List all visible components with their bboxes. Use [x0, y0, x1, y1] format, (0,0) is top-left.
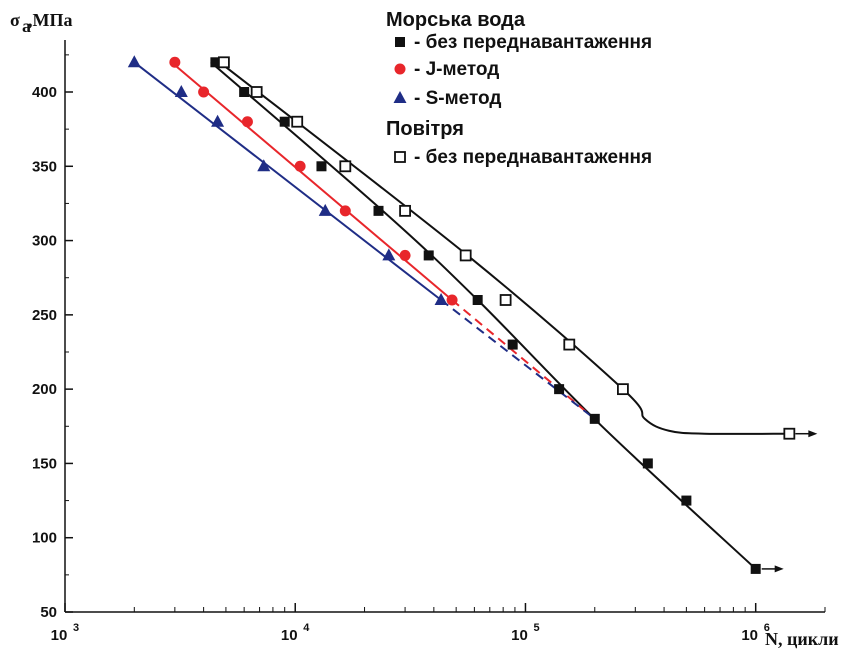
data-point-air_no_preload	[783, 427, 796, 440]
data-point-sea_J	[399, 249, 411, 261]
y-axis-title-subscript: a	[22, 16, 31, 36]
legend-marker-sea_no_preload	[395, 37, 405, 47]
fit-curve-sea_no_preload	[210, 61, 757, 570]
data-point-sea_S	[174, 85, 188, 97]
data-point-sea_no_preload	[750, 563, 761, 574]
data-point-sea_no_preload	[554, 384, 565, 395]
y-axis-title: σ a ,МПа	[10, 10, 73, 36]
y-tick-label: 300	[32, 233, 57, 250]
data-point-air_no_preload	[218, 56, 230, 69]
data-point-sea_no_preload	[279, 116, 290, 127]
data-point-sea_J	[241, 116, 253, 128]
data-point-sea_no_preload	[681, 495, 692, 506]
data-point-sea_J	[198, 86, 210, 98]
legend-label-air_no_preload: - без переднавантаження	[414, 147, 652, 168]
data-point-air_no_preload	[563, 338, 576, 351]
data-point-sea_no_preload	[316, 161, 327, 172]
data-point-air_no_preload	[250, 86, 263, 98]
fit-curve-air_no_preload	[219, 61, 792, 435]
y-tick-label: 200	[32, 381, 57, 398]
data-point-sea_no_preload	[423, 250, 434, 261]
data-point-sea_S	[257, 159, 271, 172]
data-point-sea_no_preload	[507, 339, 518, 350]
runout-arrow-head	[774, 565, 784, 573]
data-point-sea_S	[434, 293, 448, 305]
y-tick-label: 50	[40, 604, 57, 621]
data-point-air_no_preload	[617, 383, 629, 396]
extrapolation-sea_S	[440, 299, 596, 420]
y-tick-label: 150	[32, 455, 57, 472]
y-axis-title-unit: ,МПа	[28, 10, 73, 30]
x-tick-exponent: 4	[303, 622, 310, 634]
legend-group-sea-water: Морська вода	[386, 9, 526, 31]
fit-curve-sea_S	[133, 61, 442, 301]
data-markers	[127, 55, 818, 574]
data-point-sea_S	[318, 203, 332, 216]
data-point-sea_no_preload	[373, 205, 384, 216]
y-tick-label: 400	[32, 84, 57, 101]
y-axis-title-sigma: σ	[10, 10, 20, 30]
x-tick-exponent: 5	[533, 622, 539, 634]
data-point-sea_no_preload	[210, 57, 221, 68]
data-point-sea_J	[339, 205, 351, 217]
x-tick-exponent: 3	[73, 622, 79, 634]
data-point-air_no_preload	[339, 160, 352, 173]
legend: Морська вода- без переднавантаження- J-м…	[386, 9, 652, 168]
axes: 50 100 150 200 250 300 350 400 10 3 10 4 10 5 10 6	[32, 40, 826, 644]
y-tick-label: 350	[32, 158, 57, 175]
legend-marker-sea_J	[394, 63, 406, 75]
legend-marker-sea_S	[393, 91, 407, 103]
data-point-sea_no_preload	[239, 87, 250, 97]
data-point-air_no_preload	[291, 115, 304, 128]
data-point-sea_S	[382, 248, 396, 261]
runout-arrow-head	[808, 430, 818, 438]
data-point-sea_J	[446, 294, 458, 306]
extrapolation-sea_J	[451, 299, 596, 420]
y-tick-label: 250	[32, 307, 57, 324]
legend-label-sea_S: - S-метод	[414, 88, 501, 109]
data-point-sea_no_preload	[472, 295, 483, 305]
data-point-sea_no_preload	[589, 413, 600, 424]
x-tick-exponent: 6	[764, 622, 770, 634]
x-tick-label: 10	[741, 627, 758, 644]
x-tick-label: 10	[281, 627, 298, 644]
y-tick-label: 100	[32, 530, 57, 547]
data-point-sea_J	[169, 56, 181, 68]
data-point-air_no_preload	[399, 204, 411, 217]
data-point-sea_J	[294, 160, 306, 172]
data-point-sea_S	[211, 114, 225, 127]
legend-label-sea_J: - J-метод	[414, 59, 499, 80]
fit-curve-sea_J	[170, 61, 453, 301]
x-tick-label: 10	[51, 627, 68, 644]
legend-group-air: Повітря	[386, 118, 464, 140]
x-axis-title: N, цикли	[765, 629, 839, 649]
legend-label-sea_no_preload: - без переднавантаження	[414, 32, 652, 53]
x-tick-label: 10	[511, 627, 528, 644]
legend-marker-air_no_preload	[394, 151, 406, 163]
data-point-air_no_preload	[459, 249, 472, 262]
data-point-air_no_preload	[499, 294, 512, 306]
data-point-sea_S	[127, 55, 141, 68]
data-point-sea_no_preload	[642, 458, 653, 469]
